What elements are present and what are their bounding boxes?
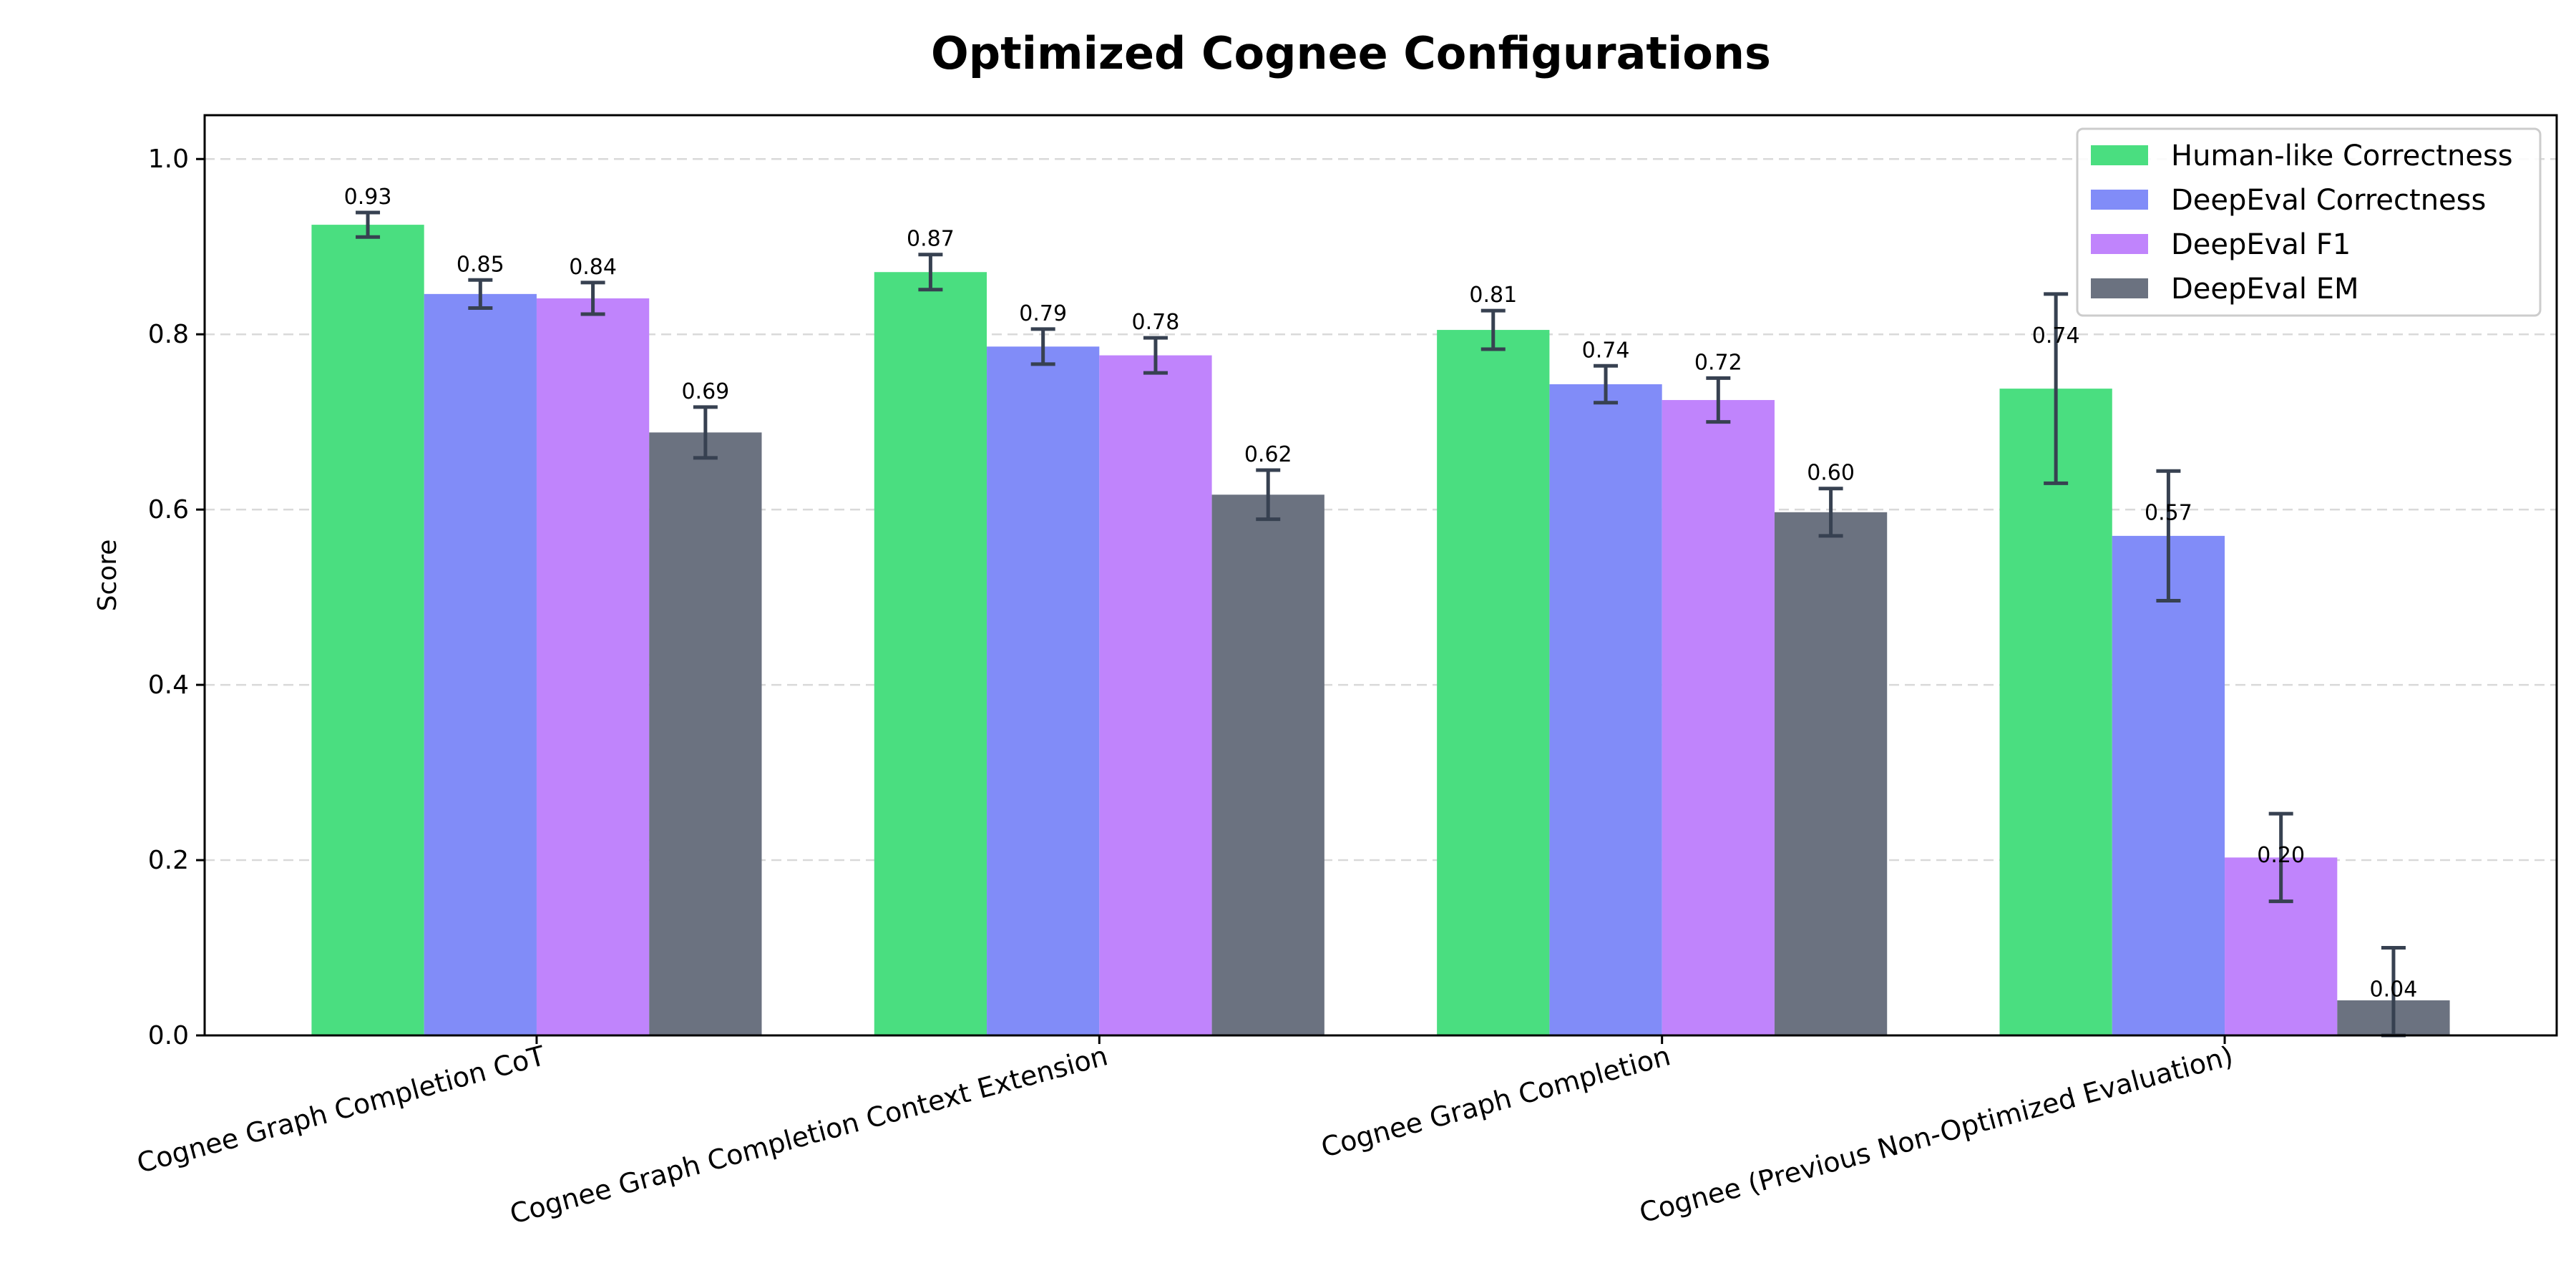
plot-frame bbox=[203, 114, 2558, 1037]
legend-label: DeepEval EM bbox=[2171, 273, 2358, 306]
value-label: 0.74 bbox=[2032, 323, 2080, 348]
value-label: 0.57 bbox=[2145, 500, 2192, 525]
value-label: 0.87 bbox=[907, 227, 955, 252]
value-label: 0.78 bbox=[1132, 310, 1180, 335]
value-label: 0.74 bbox=[1582, 338, 1630, 363]
bar bbox=[987, 346, 1100, 1035]
bar bbox=[2112, 535, 2225, 1035]
value-label: 0.69 bbox=[681, 379, 729, 404]
y-tick-label: 0.8 bbox=[148, 320, 189, 349]
x-tick-label: Cognee Graph Completion bbox=[1318, 1040, 1674, 1163]
x-tick-label: Cognee Graph Completion Context Extensio… bbox=[507, 1040, 1111, 1230]
bar bbox=[311, 225, 424, 1036]
legend-swatch bbox=[2091, 234, 2148, 254]
bar bbox=[424, 293, 537, 1035]
bar bbox=[1999, 389, 2112, 1035]
value-label: 0.85 bbox=[457, 252, 504, 277]
value-label: 0.72 bbox=[1694, 350, 1742, 375]
legend-label: DeepEval Correctness bbox=[2171, 184, 2486, 217]
y-tick-label: 0.0 bbox=[148, 1021, 189, 1050]
value-label: 0.79 bbox=[1019, 301, 1067, 326]
legend-label: DeepEval F1 bbox=[2171, 228, 2351, 261]
y-tick-label: 0.6 bbox=[148, 495, 189, 525]
legend-swatch bbox=[2091, 190, 2148, 210]
y-tick-label: 0.4 bbox=[148, 670, 189, 700]
value-label: 0.84 bbox=[569, 255, 617, 280]
bar bbox=[1211, 494, 1324, 1035]
legend-swatch bbox=[2091, 278, 2148, 298]
bar bbox=[1774, 512, 1888, 1035]
value-label: 0.60 bbox=[1807, 461, 1855, 486]
legend-swatch bbox=[2091, 145, 2148, 165]
x-tick-label: Cognee Graph Completion CoT bbox=[134, 1040, 549, 1179]
y-tick-label: 0.2 bbox=[148, 846, 189, 875]
bar bbox=[1437, 330, 1550, 1036]
y-tick-label: 1.0 bbox=[148, 145, 189, 174]
value-label: 0.04 bbox=[2370, 977, 2418, 1002]
value-label: 0.93 bbox=[344, 185, 392, 210]
bar bbox=[1549, 384, 1662, 1035]
legend-label: Human-like Correctness bbox=[2171, 140, 2513, 172]
x-tick-label: Cognee (Previous Non-Optimized Evaluatio… bbox=[1636, 1040, 2236, 1229]
bar bbox=[1662, 400, 1775, 1035]
chart-title: Optimized Cognee Configurations bbox=[931, 27, 1771, 79]
y-axis-label: Score bbox=[93, 540, 122, 612]
bar bbox=[536, 298, 650, 1036]
bar bbox=[1099, 355, 1212, 1036]
value-label: 0.81 bbox=[1469, 283, 1517, 308]
value-label: 0.62 bbox=[1244, 442, 1292, 467]
bar bbox=[649, 432, 762, 1035]
legend: Human-like Correctness DeepEval Correctne… bbox=[2076, 127, 2542, 317]
bar bbox=[874, 272, 987, 1035]
value-label: 0.20 bbox=[2257, 843, 2305, 868]
legend-box bbox=[2076, 127, 2542, 317]
